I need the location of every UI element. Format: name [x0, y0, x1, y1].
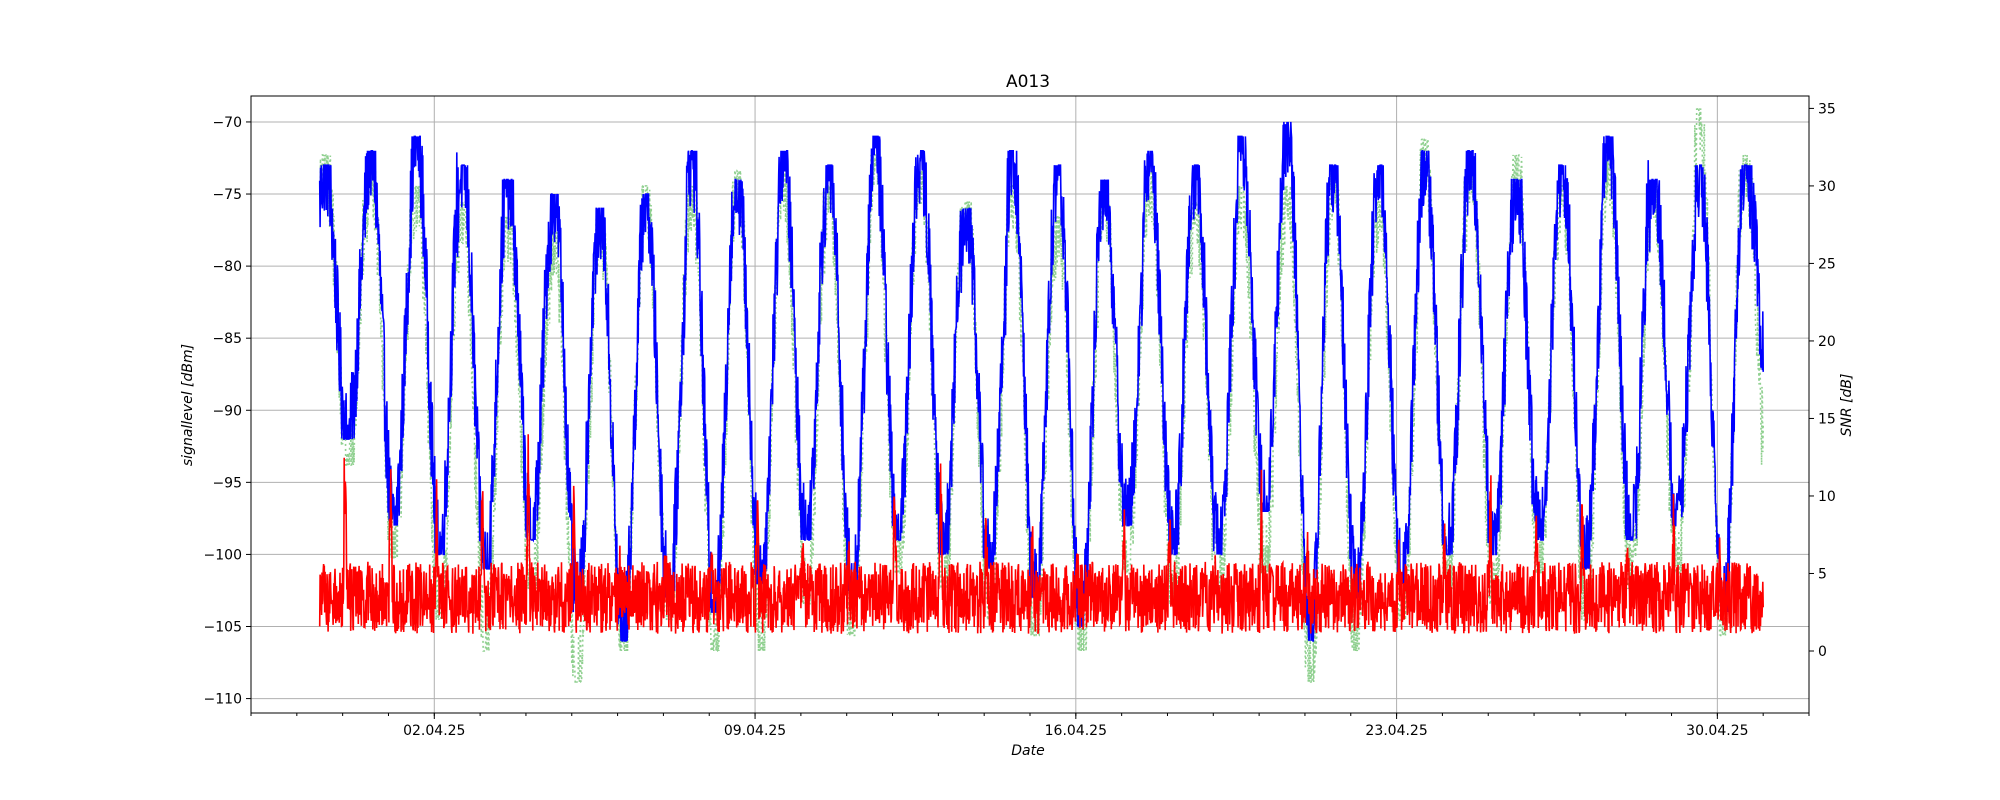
y-tick-label-left: −80 [212, 259, 242, 275]
y-tick-label-right: 0 [1818, 644, 1827, 660]
series-layer [318, 107, 1764, 685]
y-tick-label-right: 30 [1818, 179, 1836, 195]
y-tick-label-left: −100 [204, 547, 242, 563]
y-tick-label-left: −70 [212, 115, 242, 131]
y-tick-label-right: 20 [1818, 334, 1836, 350]
y-tick-label-left: −90 [212, 403, 242, 419]
y-tick-label-left: −95 [212, 475, 242, 491]
right-y-axis-label: SNR [dB] [1839, 374, 1855, 437]
left-y-axis: −110 −105 −100 −95 −90 −85 −80 −75 −70 [204, 115, 251, 708]
chart-title: A013 [1006, 72, 1050, 92]
x-axis-label: Date [1011, 743, 1044, 759]
x-tick-label: 23.04.25 [1365, 723, 1427, 739]
y-tick-label-left: −75 [212, 187, 242, 203]
y-tick-label-left: −105 [204, 620, 242, 636]
left-y-axis-label: signallevel [dBm] [180, 344, 196, 466]
x-tick-label: 02.04.25 [403, 723, 465, 739]
right-y-axis: 0 5 10 15 20 25 30 35 [1809, 101, 1836, 660]
series-line-red [318, 434, 1764, 635]
x-axis: 02.04.25 09.04.25 16.04.25 23.04.25 30.04.25 [250, 713, 1810, 739]
x-tick-label: 09.04.25 [724, 723, 786, 739]
y-tick-label-right: 25 [1818, 256, 1836, 272]
series-line-blue [318, 121, 1764, 642]
y-tick-label-left: −85 [212, 331, 242, 347]
x-tick-label: 30.04.25 [1686, 723, 1748, 739]
y-tick-label-right: 15 [1818, 411, 1836, 427]
y-tick-label-right: 5 [1818, 566, 1827, 582]
y-tick-label-right: 10 [1818, 489, 1836, 505]
x-tick-label: 16.04.25 [1045, 723, 1107, 739]
y-tick-label-right: 35 [1818, 101, 1836, 117]
y-tick-label-left: −110 [204, 692, 242, 708]
